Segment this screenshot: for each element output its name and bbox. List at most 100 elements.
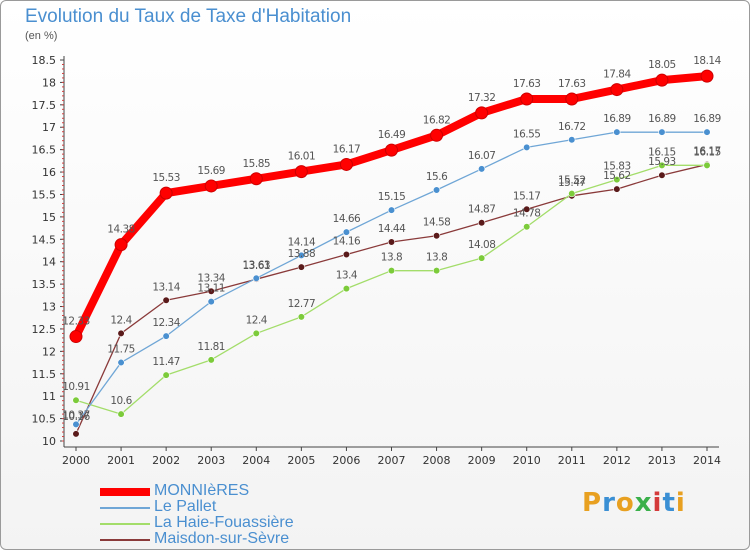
data-label: 15.69 [197,165,225,177]
logo-letter: i [652,488,663,518]
data-label: 17.63 [513,78,541,90]
data-point [568,136,576,144]
data-label: 16.89 [693,113,721,125]
x-tick-label: 2001 [107,454,135,467]
data-label: 13.8 [381,252,402,264]
legend-label: MONNIèRES [154,482,250,499]
data-point [114,238,128,252]
x-tick-label: 2012 [603,454,631,467]
data-point [207,287,215,295]
data-label: 13.14 [152,281,180,293]
data-label: 10.37 [62,409,90,421]
data-point [252,274,260,282]
y-tick-label: 10.5 [32,413,57,426]
data-label: 14.78 [513,208,541,220]
y-tick-label: 13 [42,301,56,314]
data-label: 17.63 [558,78,586,90]
logo-letter: P [582,488,603,518]
data-label: 14.08 [468,239,496,251]
data-point [162,371,170,379]
legend-swatch [100,507,150,509]
data-label: 16.89 [648,113,676,125]
y-tick-label: 17.5 [32,99,57,112]
logo-letter: i [675,488,686,518]
chart-title: Evolution du Taux de Taxe d'Habitation [25,6,352,27]
data-point [207,297,215,306]
logo-letter: o [615,488,635,518]
data-label: 17.32 [468,92,496,104]
legend-label: Maisdon-sur-Sèvre [154,530,290,547]
data-label: 11.81 [197,341,225,353]
x-tick-label: 2005 [287,454,315,467]
data-point [159,186,173,200]
data-label: 12.77 [288,298,316,310]
data-point [72,430,80,438]
data-label: 16.07 [468,150,496,162]
data-label: 17.84 [603,69,631,81]
data-label: 15.83 [603,161,631,173]
series-line-3 [75,163,708,435]
data-label: 15.52 [558,175,586,187]
x-tick-label: 2013 [648,454,676,467]
data-point [72,396,80,404]
data-label: 14.66 [333,213,361,225]
data-label: 14.14 [288,236,316,248]
data-point [520,92,534,106]
data-point [252,329,260,338]
data-point [478,254,486,262]
legend-label: La Haie-Fouassière [154,514,294,531]
y-tick-label: 14 [42,256,56,269]
legend-swatch [100,523,150,525]
data-point [700,69,714,83]
y-tick-label: 11 [42,390,56,403]
proxiti-logo: Proxiti [582,488,686,518]
data-point [117,358,125,367]
data-label: 12.4 [246,314,268,326]
data-point [69,330,83,344]
x-tick-label: 2002 [152,454,180,467]
data-label: 16.17 [693,145,721,157]
data-label: 13.88 [288,248,316,260]
data-point [297,251,305,260]
data-point [658,128,666,136]
logo-letter: x [634,488,653,518]
data-point [117,410,125,418]
y-tick-label: 12 [42,345,56,358]
data-label: 18.05 [648,59,676,71]
data-point [568,189,576,198]
data-label: 10.6 [110,395,132,407]
y-tick-label: 17 [42,121,56,134]
data-label: 11.75 [107,344,135,356]
data-label: 15.93 [648,156,676,168]
data-label: 15.6 [426,171,448,183]
data-point [610,83,624,97]
legend-swatch [100,539,150,541]
data-point [523,223,531,231]
data-point [655,73,669,87]
data-label: 16.55 [513,128,541,140]
data-label: 18.14 [693,55,721,67]
line-chart: 10 10.5 11 11.5 12 12.5 13 13.5 14 14.5 15 15.5 16 16… [32,54,723,467]
logo-letter: r [602,488,616,518]
data-point [523,143,531,152]
x-tick-label: 2006 [332,454,360,467]
data-point [432,186,441,194]
data-point [432,267,441,275]
data-point [478,219,486,227]
data-point [703,128,711,136]
data-point [387,206,396,214]
data-label: 16.82 [423,114,451,126]
data-point [613,176,621,184]
data-label: 10.16 [62,411,90,423]
data-point [430,128,444,142]
data-point [249,172,263,186]
x-tick-label: 2003 [197,454,225,467]
y-tick-label: 12.5 [32,323,57,336]
x-tick-label: 2000 [62,454,90,467]
data-point [162,332,170,340]
data-label: 15.15 [378,191,406,203]
data-label: 13.11 [197,283,225,295]
data-label: 14.44 [378,223,406,235]
data-label: 15.62 [603,170,631,182]
data-label: 16.49 [378,129,406,141]
